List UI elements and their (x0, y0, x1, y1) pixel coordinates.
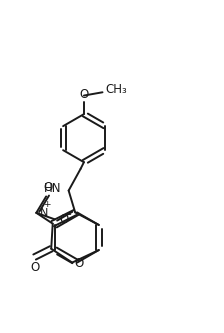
Text: O: O (44, 181, 53, 194)
Text: O: O (60, 213, 69, 226)
Text: +: + (43, 200, 51, 209)
Text: N: N (40, 208, 49, 218)
Text: HN: HN (44, 182, 62, 195)
Text: O: O (80, 88, 89, 101)
Text: −: − (64, 209, 72, 219)
Text: O: O (30, 261, 39, 274)
Text: CH₃: CH₃ (106, 83, 127, 96)
Text: O: O (74, 257, 83, 270)
